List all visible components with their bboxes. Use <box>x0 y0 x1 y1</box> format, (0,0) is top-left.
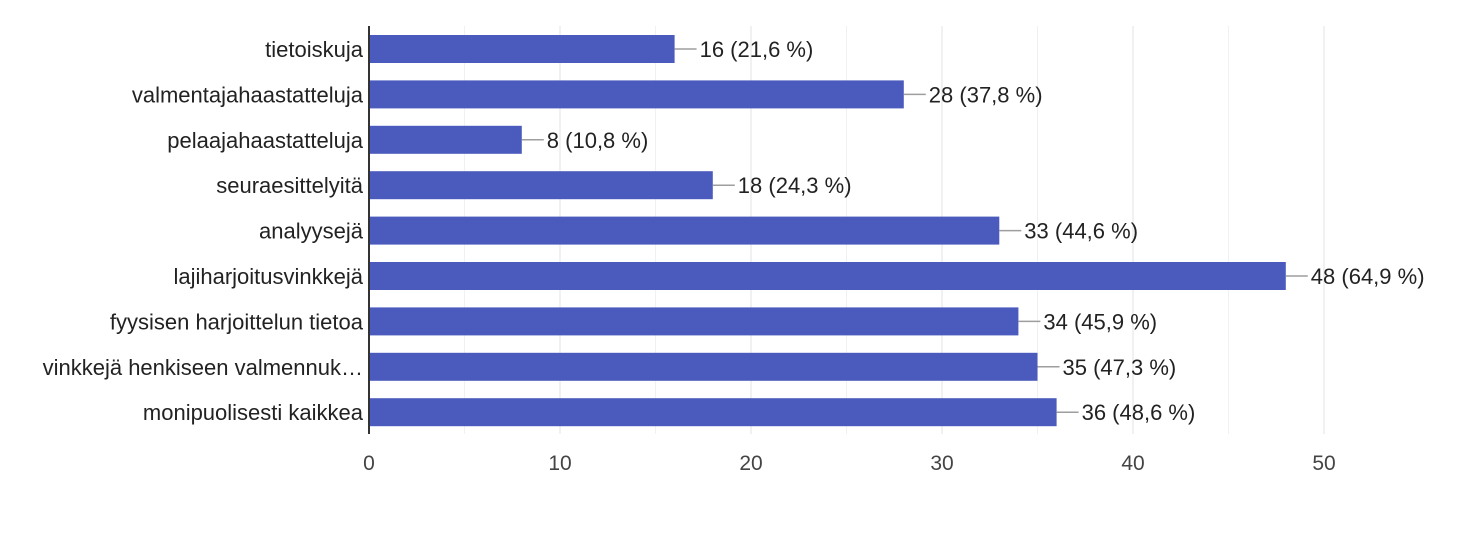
category-label: vinkkejä henkiseen valmennuk… <box>43 355 363 380</box>
x-tick-label: 20 <box>739 452 762 475</box>
x-tick-label: 50 <box>1312 452 1335 475</box>
x-tick-label: 10 <box>548 452 571 475</box>
category-label: lajiharjoitusvinkkejä <box>173 264 363 289</box>
x-tick-label: 30 <box>930 452 953 475</box>
category-label: valmentajahaastatteluja <box>132 82 364 107</box>
x-tick-label: 0 <box>363 452 375 475</box>
category-label: seuraesittelyitä <box>216 173 364 198</box>
bar <box>369 262 1286 290</box>
category-label: pelaajahaastatteluja <box>167 128 363 153</box>
bar-value-label: 28 (37,8 %) <box>929 82 1043 107</box>
bar <box>369 35 675 63</box>
bar-value-label: 16 (21,6 %) <box>700 37 814 62</box>
labels: 0 10 20 30 40 50 16 (21,6 %) tietoiskuja 28 (37,… <box>43 37 1425 475</box>
bar <box>369 398 1057 427</box>
bar-value-label: 18 (24,3 %) <box>738 173 852 198</box>
bar-value-label: 33 (44,6 %) <box>1024 219 1138 244</box>
bar <box>369 171 713 200</box>
bars <box>369 35 1286 427</box>
bar-value-label: 34 (45,9 %) <box>1043 309 1157 334</box>
bar <box>369 307 1019 336</box>
bar-value-label: 8 (10,8 %) <box>547 128 649 153</box>
bar <box>369 125 522 154</box>
category-label: tietoiskuja <box>265 37 364 62</box>
bar-value-label: 36 (48,6 %) <box>1082 400 1196 425</box>
category-label: monipuolisesti kaikkea <box>143 400 364 425</box>
bar <box>369 352 1038 381</box>
x-tick-label: 40 <box>1121 452 1144 475</box>
category-label: fyysisen harjoittelun tietoa <box>110 309 364 334</box>
category-label: analyysejä <box>259 219 364 244</box>
bar-value-label: 48 (64,9 %) <box>1311 264 1425 289</box>
bar <box>369 216 1000 245</box>
bar-value-label: 35 (47,3 %) <box>1063 355 1177 380</box>
bar <box>369 80 904 109</box>
